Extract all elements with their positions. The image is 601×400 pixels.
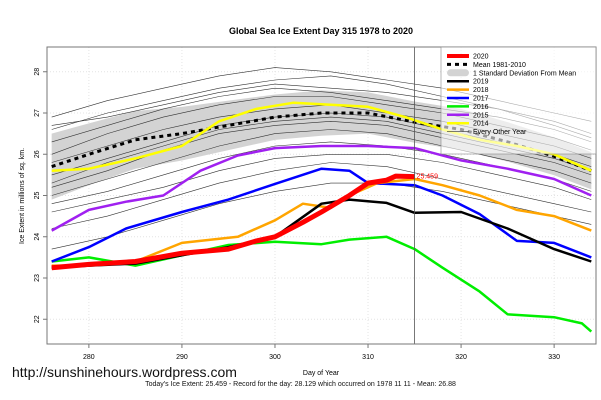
legend-label: 2014 — [473, 121, 489, 128]
y-tick-label: 26 — [34, 150, 41, 158]
legend-swatch-band — [447, 69, 469, 77]
y-axis-label: Ice Extent in millions of sq. km. — [19, 148, 26, 244]
watermark-url: http://sunshinehours.wordpress.com — [12, 364, 237, 380]
chart-title: Global Sea Ice Extent Day 315 1978 to 20… — [229, 26, 413, 36]
series-line-other-year — [51, 154, 592, 213]
series-line-2015 — [51, 144, 592, 232]
series-line-other-year — [51, 182, 592, 250]
x-tick-label: 310 — [362, 354, 374, 361]
x-tick-label: 320 — [455, 354, 467, 361]
footer-stats: Today's Ice Extent: 25.459 - Record for … — [145, 381, 456, 388]
legend-label: 1 Standard Deviation From Mean — [473, 70, 576, 77]
legend-label: Mean 1981-2010 — [473, 62, 526, 69]
legend-label: 2020 — [473, 54, 489, 61]
series-line-2016 — [51, 235, 593, 333]
x-tick-label: 330 — [548, 354, 560, 361]
y-tick-label: 28 — [34, 68, 41, 76]
y-tick-label: 27 — [34, 109, 41, 117]
legend-label: Every Other Year — [473, 129, 527, 136]
series-line-other-year — [51, 129, 592, 196]
legend-label: 2019 — [473, 79, 489, 86]
x-tick-label: 280 — [83, 354, 95, 361]
legend-label: 2017 — [473, 96, 489, 103]
y-tick-label: 25 — [34, 192, 41, 200]
series-line-2020 — [51, 173, 415, 271]
legend-label: 2015 — [473, 112, 489, 119]
series-line-2017 — [51, 167, 592, 263]
y-tick-label: 22 — [34, 315, 41, 323]
series-line-2018 — [51, 177, 592, 267]
x-axis-label: Day of Year — [303, 370, 340, 377]
x-tick-label: 300 — [269, 354, 281, 361]
x-tick-label: 290 — [176, 354, 188, 361]
legend-label: 2016 — [473, 104, 489, 111]
today-value-label: 25.459 — [417, 174, 439, 181]
series-line-other-year — [51, 162, 592, 229]
y-tick-label: 24 — [34, 233, 41, 241]
legend-label: 2018 — [473, 87, 489, 94]
y-tick-label: 23 — [34, 274, 41, 282]
